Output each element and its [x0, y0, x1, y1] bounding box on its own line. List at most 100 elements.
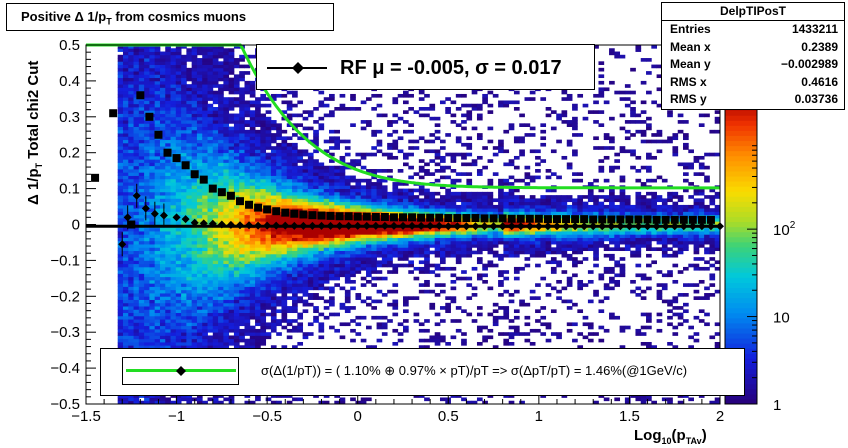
heatmap-cell [466, 231, 473, 235]
heatmap-cell [397, 234, 404, 238]
heatmap-cell [128, 244, 134, 248]
heatmap-cell [133, 400, 140, 405]
heatmap-cell [434, 129, 441, 134]
heatmap-cell [439, 159, 446, 163]
heatmap-cell [424, 201, 430, 206]
heatmap-cell [138, 211, 145, 216]
heatmap-cell [334, 201, 340, 206]
heatmap-cell [455, 136, 462, 141]
heatmap-cell [223, 113, 230, 118]
heatmap-cell [128, 97, 134, 101]
heatmap-cell [297, 270, 304, 274]
heatmap-cell [170, 110, 177, 114]
heatmap-cell [249, 302, 256, 307]
heatmap-cell [154, 335, 161, 340]
heatmap-cell [408, 253, 414, 258]
heatmap-cell [339, 182, 346, 186]
heatmap-cell [228, 253, 235, 258]
heatmap-cell [233, 133, 240, 137]
heatmap-cell [191, 185, 198, 189]
heatmap-cell [159, 302, 166, 307]
heatmap-cell [350, 188, 356, 193]
heatmap-cell [181, 397, 187, 402]
heatmap-cell [228, 214, 235, 219]
heatmap-cell [175, 165, 182, 170]
heatmap-cell [413, 110, 420, 114]
heatmap-cell [329, 325, 335, 330]
heatmap-cell [292, 90, 298, 95]
heatmap-cell [350, 286, 356, 291]
heatmap-cell [339, 270, 346, 274]
heatmap-cell [466, 116, 473, 121]
heatmap-cell [117, 133, 124, 137]
heatmap-cell [434, 312, 441, 317]
heatmap-cell [133, 306, 140, 310]
heatmap-cell [445, 306, 451, 310]
heatmap-cell [212, 306, 219, 310]
heatmap-cell [466, 172, 473, 176]
heatmap-cell [175, 315, 182, 320]
heatmap-cell [255, 175, 261, 180]
heatmap-cell [186, 302, 193, 307]
heatmap-cell [223, 146, 230, 150]
heatmap-cell [270, 221, 277, 225]
heatmap-cell [122, 61, 129, 65]
heatmap-cell [292, 231, 298, 235]
heatmap-cell [138, 110, 145, 114]
heatmap-cell [286, 221, 293, 225]
heatmap-cell [181, 234, 187, 238]
heatmap-cell [170, 257, 177, 261]
heatmap-cell [466, 283, 473, 287]
heatmap-cell [418, 136, 425, 141]
heatmap-cell [255, 266, 261, 271]
heatmap-cell [218, 293, 224, 297]
heatmap-cell [159, 400, 166, 405]
heatmap-cell [144, 253, 150, 258]
heatmap-cell [297, 315, 304, 320]
heatmap-cell [233, 221, 240, 225]
heatmap-cell [149, 286, 156, 291]
heatmap-cell [318, 257, 325, 261]
heatmap-cell [270, 188, 277, 193]
heatmap-cell [233, 302, 240, 307]
heatmap-cell [392, 195, 399, 199]
heatmap-cell [265, 139, 272, 144]
heatmap-cell [265, 123, 272, 127]
heatmap-cell [165, 276, 171, 281]
heatmap-cell [207, 120, 214, 124]
heatmap-cell [170, 77, 177, 82]
heatmap-cell [175, 250, 182, 255]
heatmap-cell [159, 71, 166, 75]
heatmap-cell [218, 234, 224, 238]
heatmap-cell [244, 113, 251, 118]
heatmap-cell [170, 231, 177, 235]
heatmap-cell [244, 257, 251, 261]
heatmap-cell [154, 178, 161, 183]
heatmap-cell [249, 155, 256, 160]
heatmap-cell [392, 240, 399, 245]
heatmap-cell [270, 247, 277, 252]
heatmap-cell [181, 172, 187, 176]
heatmap-cell [122, 335, 129, 340]
heatmap-cell [329, 204, 335, 209]
heatmap-cell [244, 341, 251, 346]
heatmap-cell [186, 253, 193, 258]
heatmap-cell [128, 309, 134, 314]
heatmap-cell [218, 87, 224, 92]
heatmap-cell [191, 188, 198, 193]
heatmap-cell [418, 113, 425, 118]
heatmap-cell [408, 211, 414, 216]
heatmap-cell [318, 208, 325, 212]
heatmap-cell [450, 250, 457, 255]
heatmap-cell [122, 289, 129, 294]
heatmap-cell [244, 231, 251, 235]
heatmap-cell [360, 247, 367, 252]
heatmap-cell [170, 338, 177, 343]
heatmap-cell [117, 64, 124, 69]
heatmap-cell [154, 113, 161, 118]
heatmap-cell [371, 93, 377, 98]
heatmap-cell [292, 296, 298, 300]
heatmap-cell [207, 178, 214, 183]
heatmap-cell [286, 253, 293, 258]
heatmap-cell [255, 328, 261, 333]
